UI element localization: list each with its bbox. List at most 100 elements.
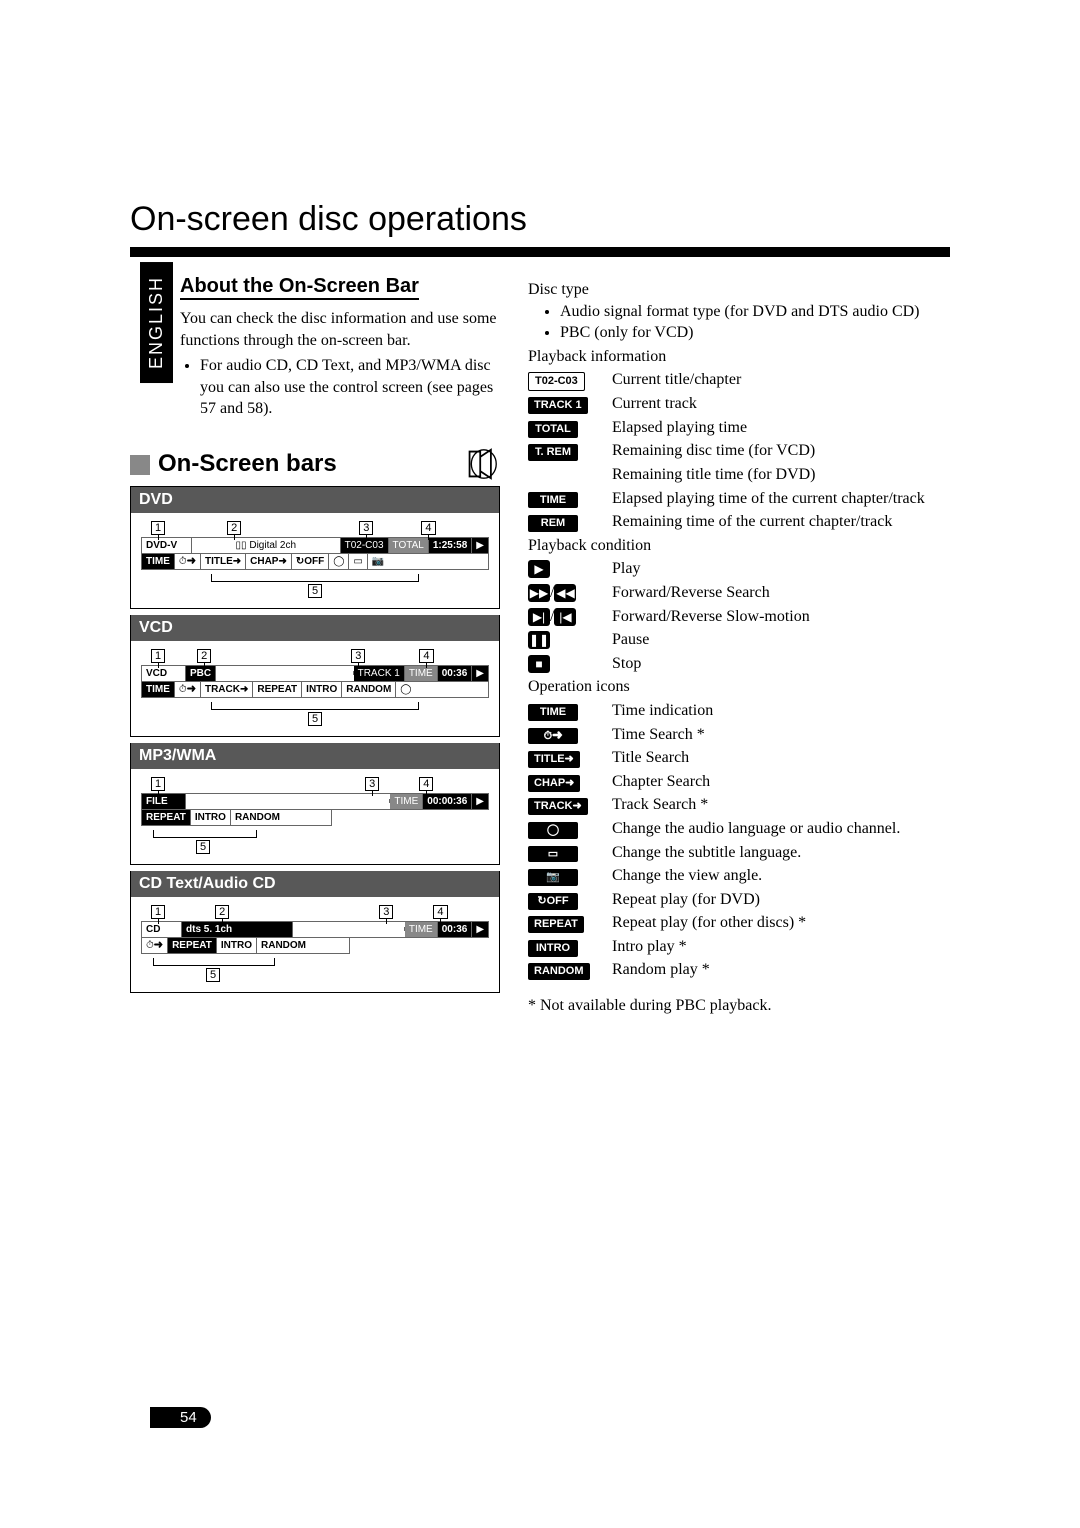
- op-cell: INTRO: [217, 938, 257, 953]
- footnote: * Not available during PBC playback.: [528, 995, 950, 1017]
- op-time: TIME: [142, 554, 175, 569]
- definition-text: Change the view angle.: [612, 865, 950, 887]
- definition-row: TIME Time indication: [528, 700, 950, 722]
- diagram-cd-header: CD Text/Audio CD: [131, 871, 499, 897]
- definition-text: Time Search *: [612, 724, 950, 746]
- definition-text: Track Search *: [612, 794, 950, 816]
- about-heading: About the On-Screen Bar: [180, 275, 419, 300]
- callout-2: 2: [215, 905, 229, 919]
- playback-icon: ■: [528, 655, 550, 673]
- op-cell: TRACK➜: [201, 682, 253, 697]
- callout-5: 5: [206, 968, 220, 982]
- operation-badge: REPEAT: [528, 916, 584, 933]
- callout-2: 2: [197, 649, 211, 663]
- playback-icon: |◀: [554, 608, 576, 626]
- play-icon: ▶: [472, 538, 488, 553]
- operation-badge: 📷: [528, 869, 578, 886]
- language-tab: ENGLISH: [140, 262, 173, 383]
- op-title: TITLE➜: [201, 554, 246, 569]
- vcd-label: VCD: [142, 666, 186, 681]
- bracket: [153, 958, 275, 966]
- definition-row: TOTALElapsed playing time: [528, 417, 950, 439]
- bracket: [211, 574, 420, 582]
- mp3-time: 00:00:36: [423, 794, 472, 809]
- callout-4: 4: [419, 649, 433, 663]
- playback-info-label: Playback information: [528, 346, 950, 368]
- operation-badge: ⏱➜: [528, 728, 578, 745]
- op-chap: CHAP➜: [246, 554, 292, 569]
- definition-text: Current title/chapter: [612, 369, 950, 391]
- page-number: 54: [150, 1407, 211, 1428]
- vcd-time: 00:36: [438, 666, 473, 681]
- diagram-dvd-header: DVD: [131, 487, 499, 513]
- section-marker-icon: [130, 455, 150, 475]
- remote-icon: [464, 448, 500, 480]
- callout-4: 4: [421, 521, 435, 535]
- definition-row: ◯Change the audio language or audio chan…: [528, 818, 950, 840]
- operation-badge: ↻OFF: [528, 893, 578, 910]
- cd-label: CD: [142, 922, 182, 937]
- dvd-total-label: TOTAL: [389, 538, 429, 553]
- dvd-label: DVD-V: [142, 538, 192, 553]
- definition-row: INTROIntro play *: [528, 936, 950, 958]
- cd-time-label: TIME: [405, 922, 438, 937]
- mp3-time-label: TIME: [390, 794, 423, 809]
- page-title: On-screen disc operations: [130, 200, 950, 239]
- cd-time: 00:36: [438, 922, 473, 937]
- definition-text: Time indication: [612, 700, 950, 722]
- definition-text: Repeat play (for other discs) *: [612, 912, 950, 934]
- operation-badge: ▭: [528, 846, 578, 863]
- definition-text: Forward/Reverse Slow-motion: [612, 606, 950, 628]
- operation-badge: RANDOM: [528, 963, 590, 980]
- info-badge: REM: [528, 515, 578, 532]
- definition-row: CHAP➜Chapter Search: [528, 771, 950, 793]
- cd-dts: dts 5. 1ch: [182, 922, 293, 937]
- op-cell: ⏱➜: [175, 682, 201, 697]
- op-cell: REPEAT: [168, 938, 217, 953]
- definition-text: Elapsed playing time: [612, 417, 950, 439]
- op-cell: ◯: [396, 682, 415, 697]
- op-angle: 📷: [368, 554, 388, 569]
- play-icon: ▶: [472, 794, 488, 809]
- definition-text: Intro play *: [612, 936, 950, 958]
- definition-text: Random play *: [612, 959, 950, 981]
- callout-4: 4: [419, 777, 433, 791]
- about-para: You can check the disc information and u…: [180, 308, 500, 351]
- definition-text: Title Search: [612, 747, 950, 769]
- definition-row: RANDOM Random play *: [528, 959, 950, 981]
- vcd-pbc: PBC: [186, 666, 216, 681]
- vcd-time-label: TIME: [405, 666, 438, 681]
- disc-type-bullet: Audio signal format type (for DVD and DT…: [560, 301, 950, 323]
- definition-text: Elapsed playing time of the current chap…: [612, 488, 950, 510]
- diagram-cd: CD Text/Audio CD 1 2 3 4 CD dts 5. 1ch T…: [130, 871, 500, 993]
- op-cell: RANDOM: [231, 810, 284, 825]
- operation-badge: TIME: [528, 704, 578, 721]
- bracket: [211, 702, 420, 710]
- operation-badge: TRACK➜: [528, 798, 588, 815]
- definition-row: TITLE➜Title Search: [528, 747, 950, 769]
- op-cell: REPEAT: [142, 810, 191, 825]
- playback-icon: ▶: [528, 560, 550, 578]
- diagram-mp3-header: MP3/WMA: [131, 743, 499, 769]
- definition-row: ▶▶/◀◀Forward/Reverse Search: [528, 582, 950, 604]
- definition-row: T02-C03Current title/chapter: [528, 369, 950, 391]
- dvd-time: 1:25:58: [429, 538, 472, 553]
- dvd-tc: T02-C03: [341, 538, 389, 553]
- onscreen-bars-heading: On-Screen bars: [130, 448, 500, 480]
- callout-5: 5: [196, 840, 210, 854]
- definition-row: ▶|/|◀Forward/Reverse Slow-motion: [528, 606, 950, 628]
- callout-3: 3: [359, 521, 373, 535]
- definition-row: TIMEElapsed playing time of the current …: [528, 488, 950, 510]
- diagram-dvd: DVD 1 2 3 4 DVD-V ▯▯ Digital 2ch T02-C03…: [130, 486, 500, 609]
- definition-row: T. REM Remaining disc time (for VCD): [528, 440, 950, 462]
- definition-text: Remaining disc time (for VCD): [612, 440, 950, 462]
- dvd-format: ▯▯ Digital 2ch: [192, 538, 341, 553]
- info-badge: TRACK 1: [528, 397, 588, 414]
- op-audio: ◯: [329, 554, 349, 569]
- info-badge: T. REM: [528, 444, 578, 461]
- playback-icon: ❚❚: [528, 631, 550, 649]
- callout-1: 1: [151, 521, 165, 535]
- definition-row: ❚❚Pause: [528, 629, 950, 651]
- callout-3: 3: [379, 905, 393, 919]
- definition-row: TRACK➜ Track Search *: [528, 794, 950, 816]
